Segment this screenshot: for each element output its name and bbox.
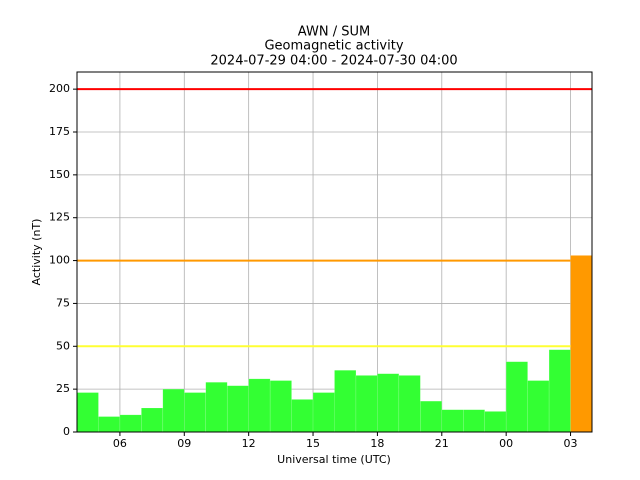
y-tick-label: 175 (49, 125, 70, 138)
bar (76, 392, 99, 433)
y-axis-label: Activity (nT) (30, 219, 43, 286)
bar (269, 380, 292, 433)
bar (291, 399, 314, 433)
plot-frame (76, 71, 593, 433)
bar (141, 407, 164, 433)
y-tick-label: 125 (49, 211, 70, 224)
x-tick-label: 12 (242, 437, 256, 450)
bar (334, 370, 357, 433)
bar (312, 392, 335, 433)
y-tick-label: 0 (63, 425, 70, 438)
y-tick-label: 50 (56, 339, 70, 352)
y-tick-label: 150 (49, 168, 70, 181)
y-tick-label: 100 (49, 254, 70, 267)
x-axis-label: Universal time (UTC) (277, 453, 391, 466)
bar (441, 409, 464, 433)
bar (355, 375, 378, 433)
chart-subtitle: Geomagnetic activity (264, 39, 403, 54)
bar (205, 382, 228, 433)
bar (463, 409, 485, 433)
bar (248, 378, 271, 433)
chart-period: 2024-07-29 04:00 - 2024-07-30 04:00 (210, 54, 457, 69)
bar (527, 380, 550, 433)
y-tick-label: 200 (49, 82, 70, 95)
bar (162, 388, 185, 433)
x-tick-label: 00 (499, 437, 513, 450)
bar (570, 255, 593, 433)
y-tick-label: 25 (56, 382, 70, 395)
bar (484, 411, 507, 433)
bar (184, 392, 207, 433)
x-tick-label: 06 (113, 437, 127, 450)
bar (505, 361, 528, 433)
y-tick-label: 75 (56, 296, 70, 309)
x-tick-label: 15 (306, 437, 320, 450)
bar (548, 349, 571, 433)
x-tick-label: 21 (435, 437, 449, 450)
bar (119, 414, 142, 433)
bar (377, 373, 400, 433)
x-tick-label: 03 (564, 437, 578, 450)
bar (398, 375, 421, 433)
chart-title: AWN / SUM (298, 25, 370, 40)
x-tick-label: 09 (177, 437, 191, 450)
bar (420, 400, 443, 433)
bar (98, 416, 121, 433)
bar (226, 385, 249, 433)
x-tick-label: 18 (370, 437, 384, 450)
